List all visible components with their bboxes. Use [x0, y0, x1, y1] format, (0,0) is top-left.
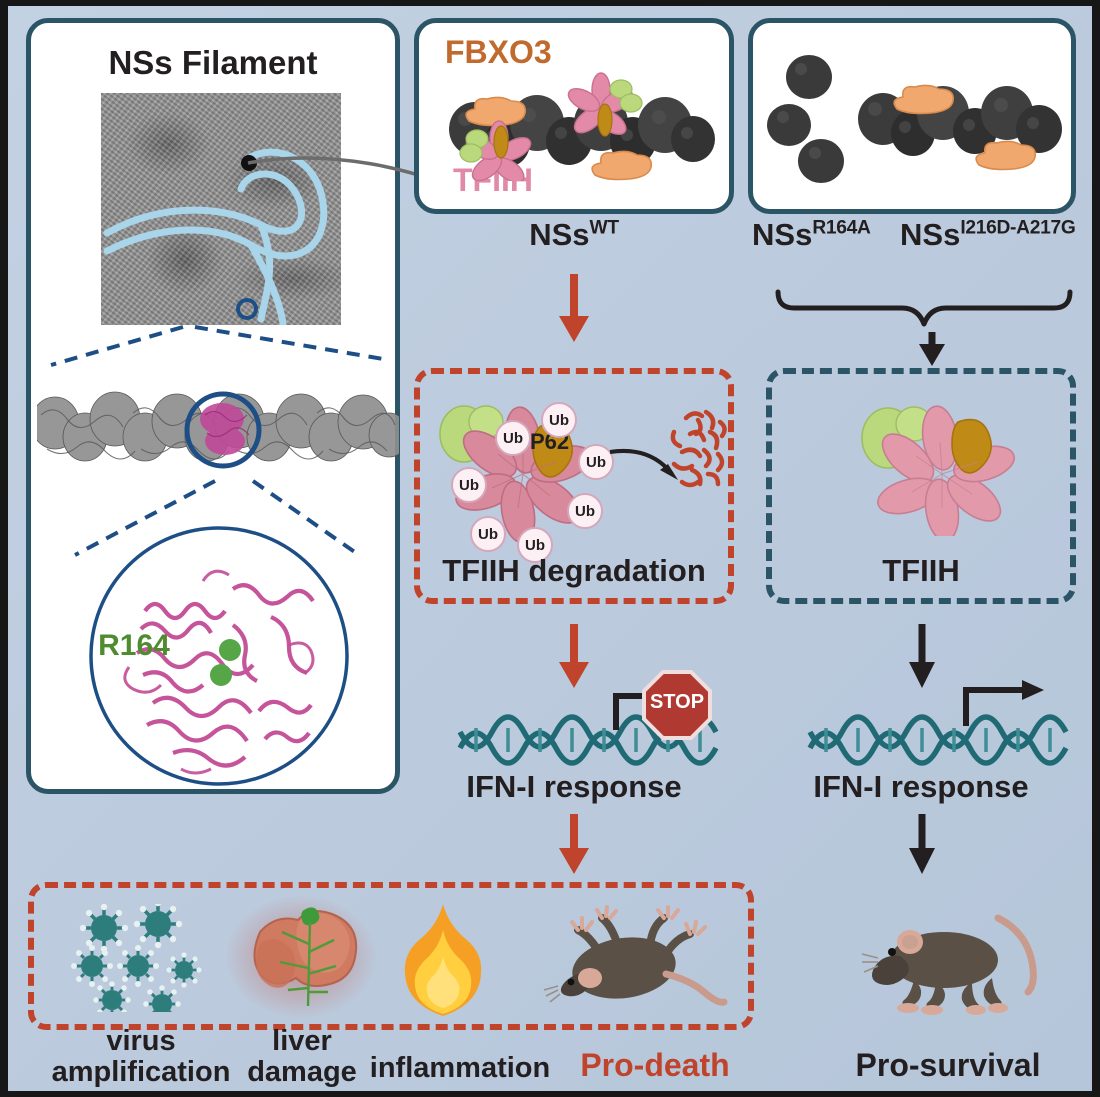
living-mouse-icon	[848, 898, 1044, 1016]
ub-badge: Ub	[578, 444, 614, 480]
pro-death-outcomes-box	[28, 882, 754, 1030]
zoom-circle-icon: R164	[83, 525, 355, 787]
nss-mutant-complex-icon	[763, 47, 1069, 193]
nss-i216d-a217g-caption: NSsI216D-A217G	[900, 218, 1076, 251]
flame-icon	[398, 902, 488, 1018]
nss-mutants-panel	[748, 18, 1076, 214]
curly-brace-icon	[775, 289, 1073, 327]
graphical-abstract: NSs Filament	[8, 6, 1092, 1091]
em-micrograph-icon	[101, 93, 341, 325]
nss-i216d-base: NSs	[900, 217, 961, 252]
outcome-pro-death-label: Pro-death	[580, 1047, 730, 1083]
outcome-virus-line1: virus	[106, 1025, 176, 1057]
stop-sign-icon: STOP	[642, 670, 712, 740]
outcome-liver-line1: liver	[272, 1025, 332, 1057]
arrow-mutants-to-tfiih[interactable]	[914, 332, 950, 368]
tfiih-box-label: TFIIH	[882, 553, 960, 588]
outcome-inflammation-label: inflammation	[369, 1052, 551, 1084]
curved-arrow-icon	[609, 449, 678, 480]
nss-wt-caption-sup: WT	[589, 217, 620, 239]
dead-mouse-icon	[538, 902, 728, 1012]
promoter-arrow-icon	[963, 680, 1044, 726]
nss-r164a-base: NSs	[752, 217, 813, 252]
ifn-right-label: IFN-I response	[813, 769, 1029, 804]
filament-structure-icon	[30, 375, 410, 485]
zoom-connector-lower-icon	[74, 479, 361, 557]
nss-wt-caption-base: NSs	[529, 217, 590, 252]
outcome-pro-survival-label: Pro-survival	[855, 1047, 1041, 1083]
tfiih-degradation-label: TFIIH degradation	[442, 553, 706, 588]
arrow-wt-to-degradation[interactable]	[556, 274, 592, 346]
ifn-left-group: STOP IFN-I response	[414, 670, 734, 804]
nss-r164a-caption: NSsR164A	[752, 218, 871, 251]
fbxo3-label: FBXO3	[445, 34, 552, 70]
arrow-tfiih-to-ifn[interactable]	[904, 624, 940, 690]
ub-badge: Ub	[541, 402, 577, 438]
tfiih-box	[766, 368, 1076, 604]
degraded-protein-fragments-icon	[670, 409, 727, 488]
nss-wt-caption: NSsWT	[414, 218, 734, 251]
nss-i216d-sup: I216D-A217G	[960, 217, 1076, 239]
arrow-degradation-to-ifn[interactable]	[556, 624, 592, 690]
outcome-liver-line2: damage	[247, 1056, 357, 1089]
outcome-virus-label: virus amplification	[46, 1025, 236, 1089]
arrow-ifn-to-prosurvival[interactable]	[904, 814, 940, 876]
virus-particles-icon	[66, 899, 216, 1023]
residue-label: R164	[98, 629, 170, 662]
outcome-liver-label: liver damage	[224, 1025, 380, 1089]
arrow-ifn-to-prodeath[interactable]	[556, 814, 592, 876]
tfiih-degradation-box	[414, 368, 734, 604]
nss-r164a-sup: R164A	[812, 217, 871, 239]
nss-wt-filament-complex-icon	[441, 71, 719, 183]
nss-wt-panel: FBXO3 TFIIH	[414, 18, 734, 214]
tfiih-complex-icon	[846, 396, 1036, 542]
ifn-left-label: IFN-I response	[466, 769, 682, 804]
stop-sign-label: STOP	[649, 691, 705, 713]
liver-icon	[226, 896, 376, 1018]
ub-badge: Ub	[451, 467, 487, 503]
ub-badge: Ub	[567, 493, 603, 529]
page-title: NSs Filament	[108, 44, 318, 81]
nss-filament-panel: NSs Filament	[26, 18, 492, 794]
ub-badge: Ub	[517, 527, 553, 563]
zoom-connector-upper-icon	[50, 325, 384, 367]
ub-badge: Ub	[495, 420, 531, 456]
outcome-virus-line2: amplification	[51, 1056, 231, 1089]
ifn-right-group: IFN-I response	[766, 680, 1076, 804]
ub-badge: Ub	[470, 516, 506, 552]
dna-helix-icon	[807, 714, 1069, 766]
